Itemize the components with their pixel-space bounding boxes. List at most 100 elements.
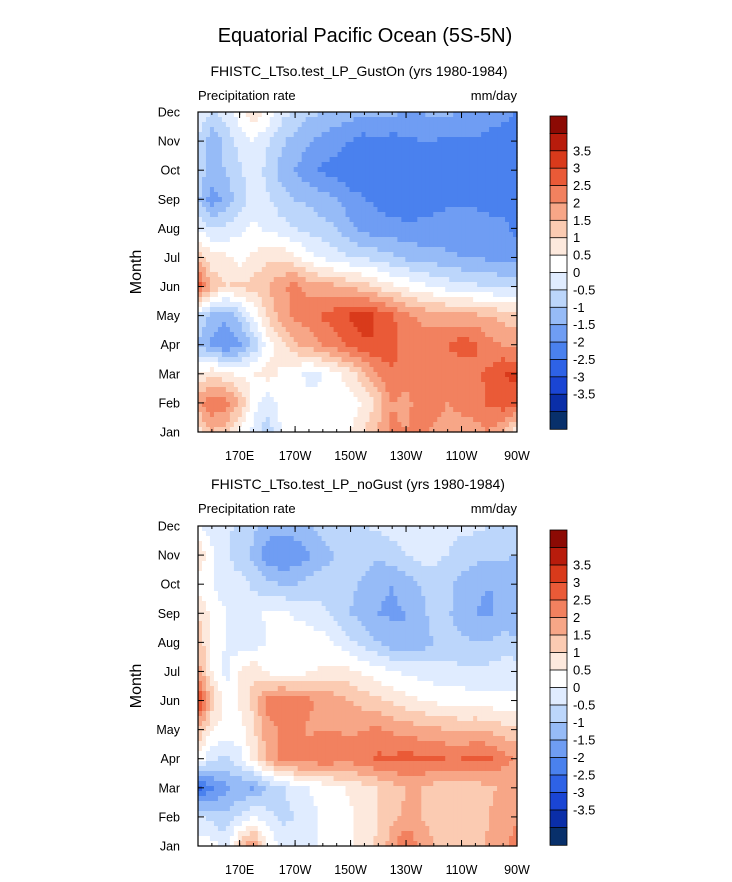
heatmap-cell: [501, 192, 506, 198]
heatmap-cell: [213, 292, 219, 298]
heatmap-cell: [285, 412, 291, 418]
heatmap-cell: [349, 332, 355, 338]
heatmap-cell: [437, 182, 442, 188]
heatmap-cell: [457, 302, 462, 308]
heatmap-cell: [265, 392, 271, 398]
heatmap-cell: [469, 247, 474, 253]
heatmap-cell: [198, 207, 203, 213]
heatmap-cell: [253, 367, 259, 373]
heatmap-cell: [269, 162, 275, 168]
heatmap-cell: [261, 177, 267, 183]
heatmap-cell: [441, 302, 446, 308]
heatmap-cell: [437, 122, 442, 128]
heatmap-cell: [277, 182, 283, 188]
heatmap-cell: [469, 277, 474, 283]
heatmap-cell: [409, 217, 414, 223]
heatmap-cell: [361, 322, 367, 328]
heatmap-cell: [513, 262, 518, 268]
heatmap-cell: [301, 252, 307, 258]
heatmap-cell: [217, 162, 223, 168]
heatmap-cell: [373, 332, 379, 338]
heatmap-cell: [345, 332, 351, 338]
heatmap-cell: [429, 407, 434, 413]
heatmap-cell: [337, 317, 343, 323]
heatmap-cell: [461, 132, 466, 138]
heatmap-cell: [465, 337, 470, 343]
heatmap-cell: [285, 277, 291, 283]
heatmap-cell: [257, 412, 263, 418]
heatmap-cell: [493, 212, 498, 218]
heatmap-cell: [293, 182, 299, 188]
heatmap-cell: [405, 387, 410, 393]
heatmap-cell: [489, 172, 494, 178]
heatmap-cell: [377, 162, 383, 168]
heatmap-cell: [373, 112, 379, 118]
heatmap-cell: [241, 117, 247, 123]
heatmap-cell: [277, 197, 283, 203]
heatmap-cell: [317, 222, 323, 228]
heatmap-cell: [477, 262, 482, 268]
heatmap-cell: [353, 137, 359, 143]
heatmap-cell: [345, 307, 351, 313]
heatmap-cell: [273, 307, 279, 313]
heatmap-cell: [465, 342, 470, 348]
heatmap-cell: [381, 197, 387, 203]
heatmap-cell: [245, 207, 251, 213]
heatmap-cell: [249, 172, 255, 178]
heatmap-cell: [225, 217, 231, 223]
heatmap-cell: [341, 187, 347, 193]
heatmap-cell: [445, 362, 450, 368]
heatmap-cell: [321, 217, 327, 223]
heatmap-cell: [285, 177, 291, 183]
heatmap-cell: [513, 247, 518, 253]
heatmap-cell: [249, 217, 255, 223]
heatmap-cell: [501, 277, 506, 283]
heatmap-cell: [333, 282, 339, 288]
heatmap-cell: [457, 252, 462, 258]
heatmap-cell: [357, 352, 363, 358]
heatmap-cell: [473, 317, 478, 323]
heatmap-cell: [245, 142, 251, 148]
heatmap-cell: [249, 392, 255, 398]
heatmap-cell: [337, 237, 343, 243]
heatmap-cell: [213, 277, 219, 283]
heatmap-cell: [425, 267, 430, 273]
heatmap-cell: [209, 407, 215, 413]
heatmap-cell: [257, 387, 263, 393]
heatmap-cell: [441, 362, 446, 368]
heatmap-cell: [465, 382, 470, 388]
heatmap-cell: [305, 367, 311, 373]
heatmap-cell: [433, 112, 438, 118]
heatmap-cell: [261, 362, 267, 368]
heatmap-cell: [273, 152, 279, 158]
heatmap-cell: [293, 157, 299, 163]
heatmap-cell: [245, 172, 251, 178]
heatmap-cell: [385, 137, 390, 143]
heatmap-cell: [225, 402, 231, 408]
heatmap-cell: [333, 227, 339, 233]
heatmap-cell: [513, 277, 518, 283]
heatmap-cell: [301, 187, 307, 193]
heatmap-cell: [325, 192, 331, 198]
heatmap-cell: [345, 212, 351, 218]
heatmap-cell: [417, 332, 422, 338]
heatmap-cell: [397, 257, 402, 263]
heatmap-cell: [401, 267, 406, 273]
heatmap-cell: [433, 402, 438, 408]
heatmap-cell: [445, 172, 450, 178]
heatmap-cell: [325, 307, 331, 313]
heatmap-cell: [265, 282, 271, 288]
heatmap-cell: [261, 307, 267, 313]
heatmap-cell: [369, 217, 375, 223]
heatmap-cell: [265, 387, 271, 393]
heatmap-cell: [385, 282, 390, 288]
heatmap-cell: [513, 412, 518, 418]
heatmap-cell: [233, 147, 239, 153]
heatmap-cell: [481, 367, 486, 373]
heatmap-cell: [497, 117, 502, 123]
heatmap-cell: [277, 367, 283, 373]
heatmap-cell: [453, 172, 458, 178]
heatmap-cell: [377, 252, 383, 258]
heatmap-cell: [225, 237, 231, 243]
heatmap-cell: [225, 122, 231, 128]
